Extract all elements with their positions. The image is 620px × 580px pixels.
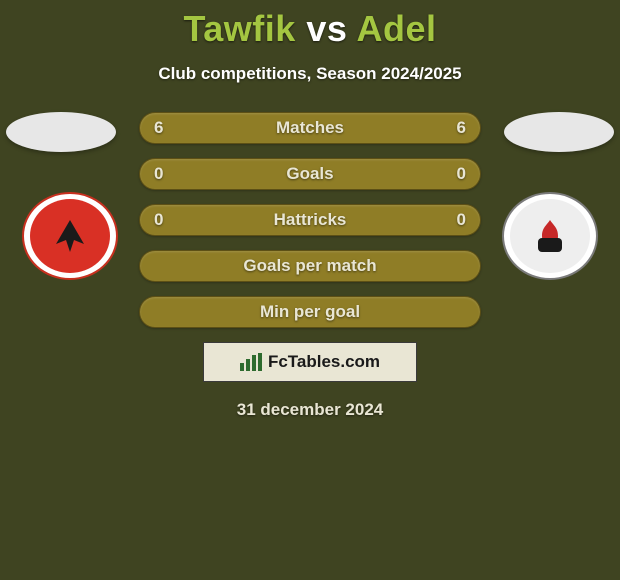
stat-row-goals: 0 Goals 0 xyxy=(139,158,481,190)
club-badge-inner-left xyxy=(30,199,110,273)
stat-left-value: 0 xyxy=(154,164,163,184)
date-label: 31 december 2024 xyxy=(0,400,620,420)
stat-row-goals-per-match: Goals per match xyxy=(139,250,481,282)
stat-label: Goals per match xyxy=(243,256,376,276)
stat-rows: 6 Matches 6 0 Goals 0 0 Hattricks 0 Goal… xyxy=(139,112,481,328)
stat-row-matches: 6 Matches 6 xyxy=(139,112,481,144)
source-name: FcTables.com xyxy=(268,352,380,372)
player1-avatar-placeholder xyxy=(6,112,116,152)
comparison-card: Tawfik vs Adel Club competitions, Season… xyxy=(0,0,620,580)
player1-name: Tawfik xyxy=(183,8,295,49)
flame-icon xyxy=(528,216,572,256)
stat-left-value: 0 xyxy=(154,210,163,230)
compare-area: 6 Matches 6 0 Goals 0 0 Hattricks 0 Goal… xyxy=(0,112,620,420)
stat-label: Matches xyxy=(276,118,344,138)
stat-right-value: 6 xyxy=(457,118,466,138)
page-title: Tawfik vs Adel xyxy=(0,0,620,50)
stat-label: Goals xyxy=(286,164,333,184)
source-badge[interactable]: FcTables.com xyxy=(203,342,417,382)
stat-row-hattricks: 0 Hattricks 0 xyxy=(139,204,481,236)
stat-label: Min per goal xyxy=(260,302,360,322)
club-badge-inner-right xyxy=(510,199,590,273)
stat-left-value: 6 xyxy=(154,118,163,138)
stat-label: Hattricks xyxy=(274,210,347,230)
stat-row-min-per-goal: Min per goal xyxy=(139,296,481,328)
player1-club-badge xyxy=(22,192,118,280)
player2-club-badge xyxy=(502,192,598,280)
vs-word: vs xyxy=(306,8,347,49)
player2-name: Adel xyxy=(357,8,437,49)
stat-right-value: 0 xyxy=(457,164,466,184)
player2-avatar-placeholder xyxy=(504,112,614,152)
bar-chart-icon xyxy=(240,353,262,371)
subtitle: Club competitions, Season 2024/2025 xyxy=(0,64,620,84)
eagle-icon xyxy=(46,216,94,256)
stat-right-value: 0 xyxy=(457,210,466,230)
